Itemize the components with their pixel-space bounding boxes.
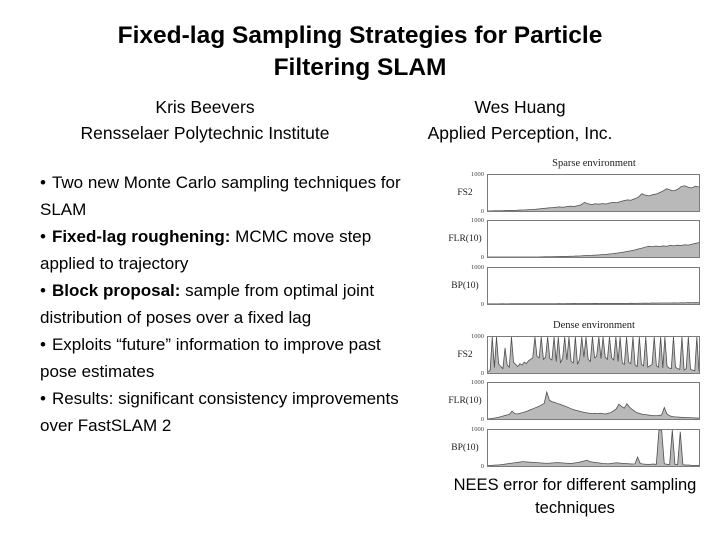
y-axis-tick-min: 0 (480, 208, 484, 215)
series-label: FS2 (457, 188, 473, 198)
y-axis-tick-max: 1000 (471, 426, 484, 433)
chart-group-title-sparse: Sparse environment (552, 158, 636, 169)
y-axis-tick-min: 0 (480, 301, 484, 308)
y-axis-tick-max: 1000 (471, 333, 484, 340)
nees-chart-frame (487, 382, 700, 420)
bullet-item: • Two new Monte Carlo sampling techniques… (40, 169, 402, 223)
series-label: BP(10) (451, 443, 479, 453)
series-label: FLR(10) (448, 396, 482, 406)
bullet-bold-text: Fixed-lag roughening: (51, 227, 231, 246)
area-chart (488, 185, 699, 211)
area-chart (488, 430, 699, 466)
nees-chart-frame (487, 174, 700, 212)
area-chart (488, 390, 699, 419)
y-axis-tick-min: 0 (480, 416, 484, 423)
bullet-text: Exploits “future” information to improve… (40, 335, 381, 381)
author-affiliation: Rensselaer Polytechnic Institute (80, 123, 330, 143)
nees-chart-frame (487, 429, 700, 467)
y-axis-tick-max: 1000 (471, 171, 484, 178)
bullet-icon: • (40, 389, 46, 408)
author-name: Wes Huang (474, 97, 566, 117)
slide-title-line2: Filtering SLAM (273, 54, 447, 81)
chart-group-title-dense: Dense environment (553, 320, 635, 331)
bullet-item: • Block proposal: sample from optimal joi… (40, 277, 402, 331)
bullet-text: MCMC move step applied to trajectory (40, 227, 372, 273)
bullet-item: • Fixed-lag roughening: MCMC move step ap… (40, 223, 402, 277)
slide-title-line1: Fixed-lag Sampling Strategies for Partic… (117, 22, 603, 49)
series-label: FS2 (457, 350, 473, 360)
bullet-bold-text: Block proposal: (51, 281, 181, 300)
chart-dense-bp10: BP(10) 1000 0 (445, 426, 702, 470)
y-axis-tick-min: 0 (480, 254, 484, 261)
nees-chart-frame (487, 336, 700, 374)
bullet-list: • Two new Monte Carlo sampling techniques… (40, 169, 402, 439)
chart-sparse-bp10: BP(10) 1000 0 (445, 264, 702, 308)
bullet-icon: • (40, 335, 46, 354)
author-wes-huang: Wes Huang Applied Perception, Inc. (390, 94, 650, 146)
bullet-item: • Results: significant consistency improv… (40, 385, 402, 439)
nees-chart-frame (487, 267, 700, 305)
area-chart (488, 337, 699, 373)
chart-sparse-flr10: FLR(10) 1000 0 (445, 217, 702, 261)
chart-sparse-fs2: FS2 1000 0 (445, 171, 702, 215)
bullet-icon: • (40, 227, 46, 246)
y-axis-tick-max: 1000 (471, 264, 484, 271)
chart-dense-fs2: FS2 1000 0 (445, 333, 702, 377)
series-label: BP(10) (451, 281, 479, 291)
bullet-icon: • (40, 173, 46, 192)
chart-caption: NEES error for different sampling techni… (453, 476, 697, 517)
author-name: Kris Beevers (155, 97, 255, 117)
author-affiliation: Applied Perception, Inc. (427, 123, 613, 143)
nees-chart-frame (487, 220, 700, 258)
author-kris-beevers: Kris Beevers Rensselaer Polytechnic Inst… (60, 94, 350, 146)
area-chart (488, 302, 699, 304)
chart-dense-flr10: FLR(10) 1000 0 (445, 379, 702, 423)
y-axis-tick-max: 1000 (471, 379, 484, 386)
bullet-text: Results: significant consistency improve… (40, 389, 399, 435)
series-label: FLR(10) (448, 234, 482, 244)
bullet-item: • Exploits “future” information to improv… (40, 331, 402, 385)
area-chart (488, 242, 699, 257)
bullet-text: Two new Monte Carlo sampling techniques … (40, 173, 401, 219)
bullet-text: sample from optimal joint distribution o… (40, 281, 375, 327)
slide-title: Fixed-lag Sampling Strategies for Partic… (30, 20, 690, 84)
y-axis-tick-min: 0 (480, 463, 484, 470)
bullet-icon: • (40, 281, 46, 300)
y-axis-tick-min: 0 (480, 370, 484, 377)
y-axis-tick-max: 1000 (471, 217, 484, 224)
